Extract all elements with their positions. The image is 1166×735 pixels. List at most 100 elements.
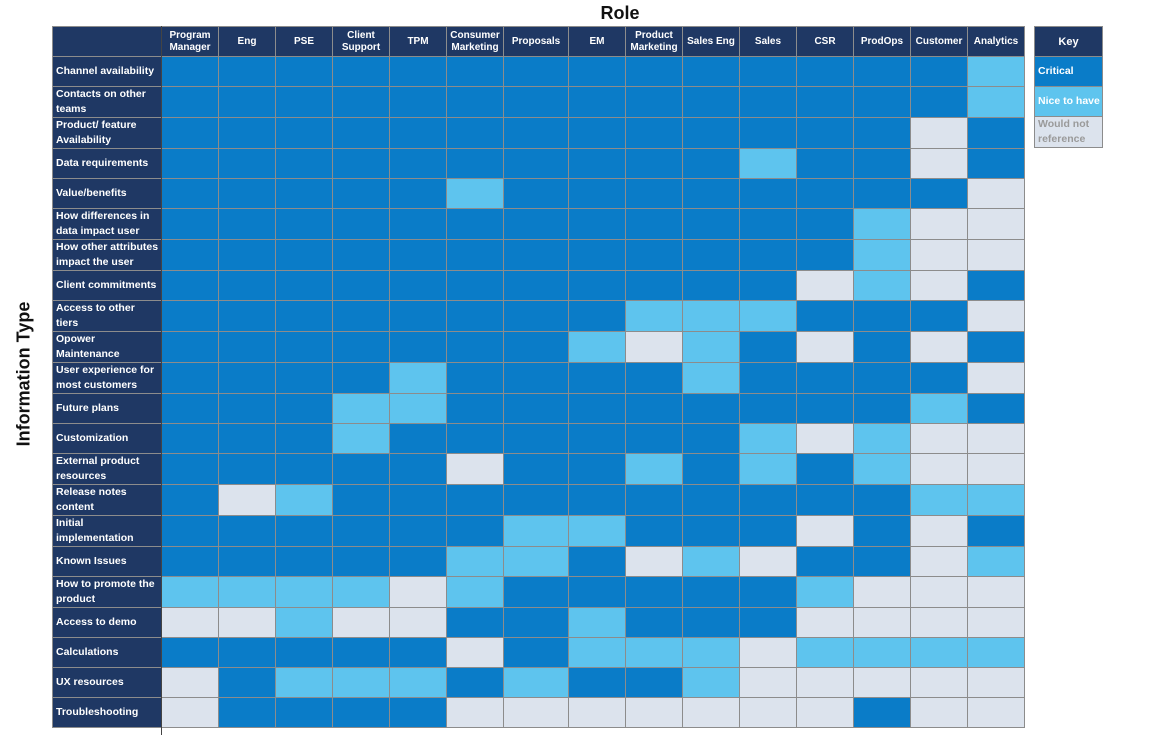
heatmap-cell — [967, 667, 1025, 698]
heatmap-row: Known Issues — [52, 546, 1025, 577]
heatmap-row: Channel availability — [52, 56, 1025, 87]
heatmap-cell — [625, 86, 683, 118]
heatmap-cell — [625, 178, 683, 209]
heatmap-cell — [967, 576, 1025, 608]
heatmap-cell — [332, 576, 390, 608]
heatmap-cell — [625, 208, 683, 240]
heatmap-cell — [796, 56, 854, 87]
heatmap-cell — [739, 393, 797, 424]
heatmap-cell — [910, 423, 968, 454]
heatmap-cell — [503, 208, 569, 240]
column-header: ProdOps — [853, 26, 911, 57]
row-header: Data requirements — [52, 148, 162, 179]
legend: Key Critical Nice to have Would not refere… — [1034, 26, 1103, 148]
heatmap-cell — [389, 423, 447, 454]
legend-item: Nice to have — [1034, 86, 1103, 117]
heatmap-cell — [275, 667, 333, 698]
heatmap-cell — [332, 607, 390, 638]
heatmap-cell — [332, 178, 390, 209]
heatmap-cell — [910, 117, 968, 149]
heatmap-cell — [275, 239, 333, 271]
heatmap-cell — [796, 667, 854, 698]
heatmap-cell — [446, 484, 504, 516]
heatmap-cell — [910, 86, 968, 118]
heatmap-cell — [967, 86, 1025, 118]
heatmap-cell — [332, 300, 390, 332]
heatmap-cell — [161, 576, 219, 608]
heatmap-cell — [218, 300, 276, 332]
heatmap-cell — [910, 148, 968, 179]
heatmap-row: How other attributes impact the user — [52, 239, 1025, 271]
heatmap-cell — [332, 515, 390, 547]
heatmap-cell — [446, 515, 504, 547]
heatmap-cell — [568, 607, 626, 638]
heatmap-cell — [503, 546, 569, 577]
column-header: Client Support — [332, 26, 390, 57]
heatmap-cell — [625, 56, 683, 87]
heatmap-cell — [218, 423, 276, 454]
heatmap-cell — [910, 453, 968, 485]
heatmap-cell — [389, 546, 447, 577]
row-header: UX resources — [52, 667, 162, 698]
heatmap-cell — [332, 453, 390, 485]
heatmap-cell — [967, 362, 1025, 394]
heatmap-cell — [910, 362, 968, 394]
heatmap-cell — [446, 239, 504, 271]
heatmap-cell — [218, 270, 276, 301]
heatmap-row: Access to demo — [52, 607, 1025, 638]
heatmap-cell — [503, 637, 569, 668]
heatmap-cell — [739, 484, 797, 516]
heatmap-cell — [910, 697, 968, 728]
heatmap-cell — [446, 607, 504, 638]
heatmap-cell — [739, 667, 797, 698]
heatmap-cell — [446, 697, 504, 728]
heatmap-cell — [218, 239, 276, 271]
heatmap-cell — [739, 423, 797, 454]
heatmap-row: Product/ feature Availability — [52, 117, 1025, 149]
heatmap-cell — [389, 178, 447, 209]
heatmap-cell — [853, 607, 911, 638]
heatmap-cell — [625, 637, 683, 668]
heatmap-cell — [446, 453, 504, 485]
heatmap-cell — [503, 515, 569, 547]
heatmap-cell — [218, 637, 276, 668]
heatmap-cell — [682, 393, 740, 424]
heatmap-cell — [161, 607, 219, 638]
heatmap-cell — [389, 331, 447, 363]
heatmap-cell — [161, 546, 219, 577]
heatmap-cell — [161, 362, 219, 394]
heatmap-cell — [503, 667, 569, 698]
heatmap-cell — [568, 393, 626, 424]
heatmap-cell — [389, 607, 447, 638]
heatmap-cell — [446, 178, 504, 209]
heatmap-cell — [161, 178, 219, 209]
heatmap-cell — [218, 697, 276, 728]
heatmap-cell — [796, 331, 854, 363]
heatmap-cell — [218, 178, 276, 209]
heatmap-cell — [332, 484, 390, 516]
heatmap-cell — [853, 270, 911, 301]
heatmap-row: Value/benefits — [52, 178, 1025, 209]
heatmap-cell — [275, 423, 333, 454]
heatmap-cell — [967, 331, 1025, 363]
heatmap-cell — [389, 208, 447, 240]
heatmap-cell — [275, 148, 333, 179]
heatmap-cell — [446, 117, 504, 149]
row-header: Opower Maintenance — [52, 331, 162, 363]
column-header: Proposals — [503, 26, 569, 57]
heatmap-cell — [625, 667, 683, 698]
heatmap-cell — [682, 453, 740, 485]
heatmap-row: How to promote the product — [52, 576, 1025, 608]
row-header: Value/benefits — [52, 178, 162, 209]
heatmap-cell — [161, 117, 219, 149]
heatmap-cell — [161, 453, 219, 485]
heatmap-cell — [275, 393, 333, 424]
heatmap-cell — [967, 117, 1025, 149]
heatmap-cell — [739, 576, 797, 608]
heatmap-cell — [503, 697, 569, 728]
row-header: How to promote the product — [52, 576, 162, 608]
heatmap-cell — [161, 423, 219, 454]
heatmap-cell — [275, 270, 333, 301]
heatmap-cell — [796, 239, 854, 271]
heatmap-cell — [503, 576, 569, 608]
